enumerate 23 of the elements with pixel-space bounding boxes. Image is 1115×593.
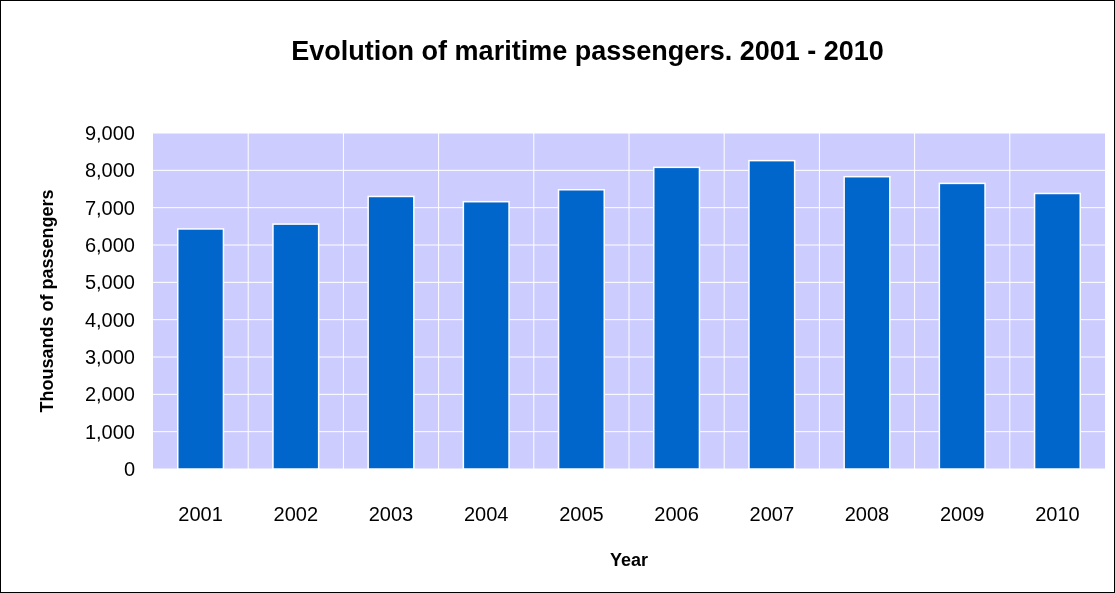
y-tick-label: 1,000 <box>84 420 135 443</box>
x-tick-label: 2009 <box>939 503 985 525</box>
y-tick-label: 4,000 <box>84 308 135 331</box>
y-tick-label: 8,000 <box>84 159 135 182</box>
x-tick-label: 2005 <box>559 503 604 525</box>
x-tick-label: 2004 <box>463 503 509 525</box>
x-tick-label: 2008 <box>844 503 890 525</box>
x-tick-label: 2002 <box>273 503 319 525</box>
x-tick-label: 2007 <box>749 503 795 525</box>
x-tick-label: 2001 <box>178 503 223 525</box>
y-tick-label: 0 <box>123 458 135 480</box>
y-tick-label: 5,000 <box>84 271 135 294</box>
y-tick-label: 9,000 <box>84 122 135 144</box>
chart-title: Evolution of maritime passengers. 2001 - 2010 <box>291 36 884 66</box>
x-tick-label: 2003 <box>368 503 414 525</box>
y-axis-title: Thousands of passengers <box>37 189 57 413</box>
x-tick-label: 2006 <box>654 503 699 525</box>
x-axis-title: Year <box>609 550 649 570</box>
y-tick-label: 2,000 <box>84 383 135 406</box>
y-tick-label: 6,000 <box>84 234 135 256</box>
y-tick-label: 7,000 <box>84 196 135 219</box>
y-tick-label: 3,000 <box>84 346 135 368</box>
x-tick-label: 2010 <box>1035 503 1080 525</box>
